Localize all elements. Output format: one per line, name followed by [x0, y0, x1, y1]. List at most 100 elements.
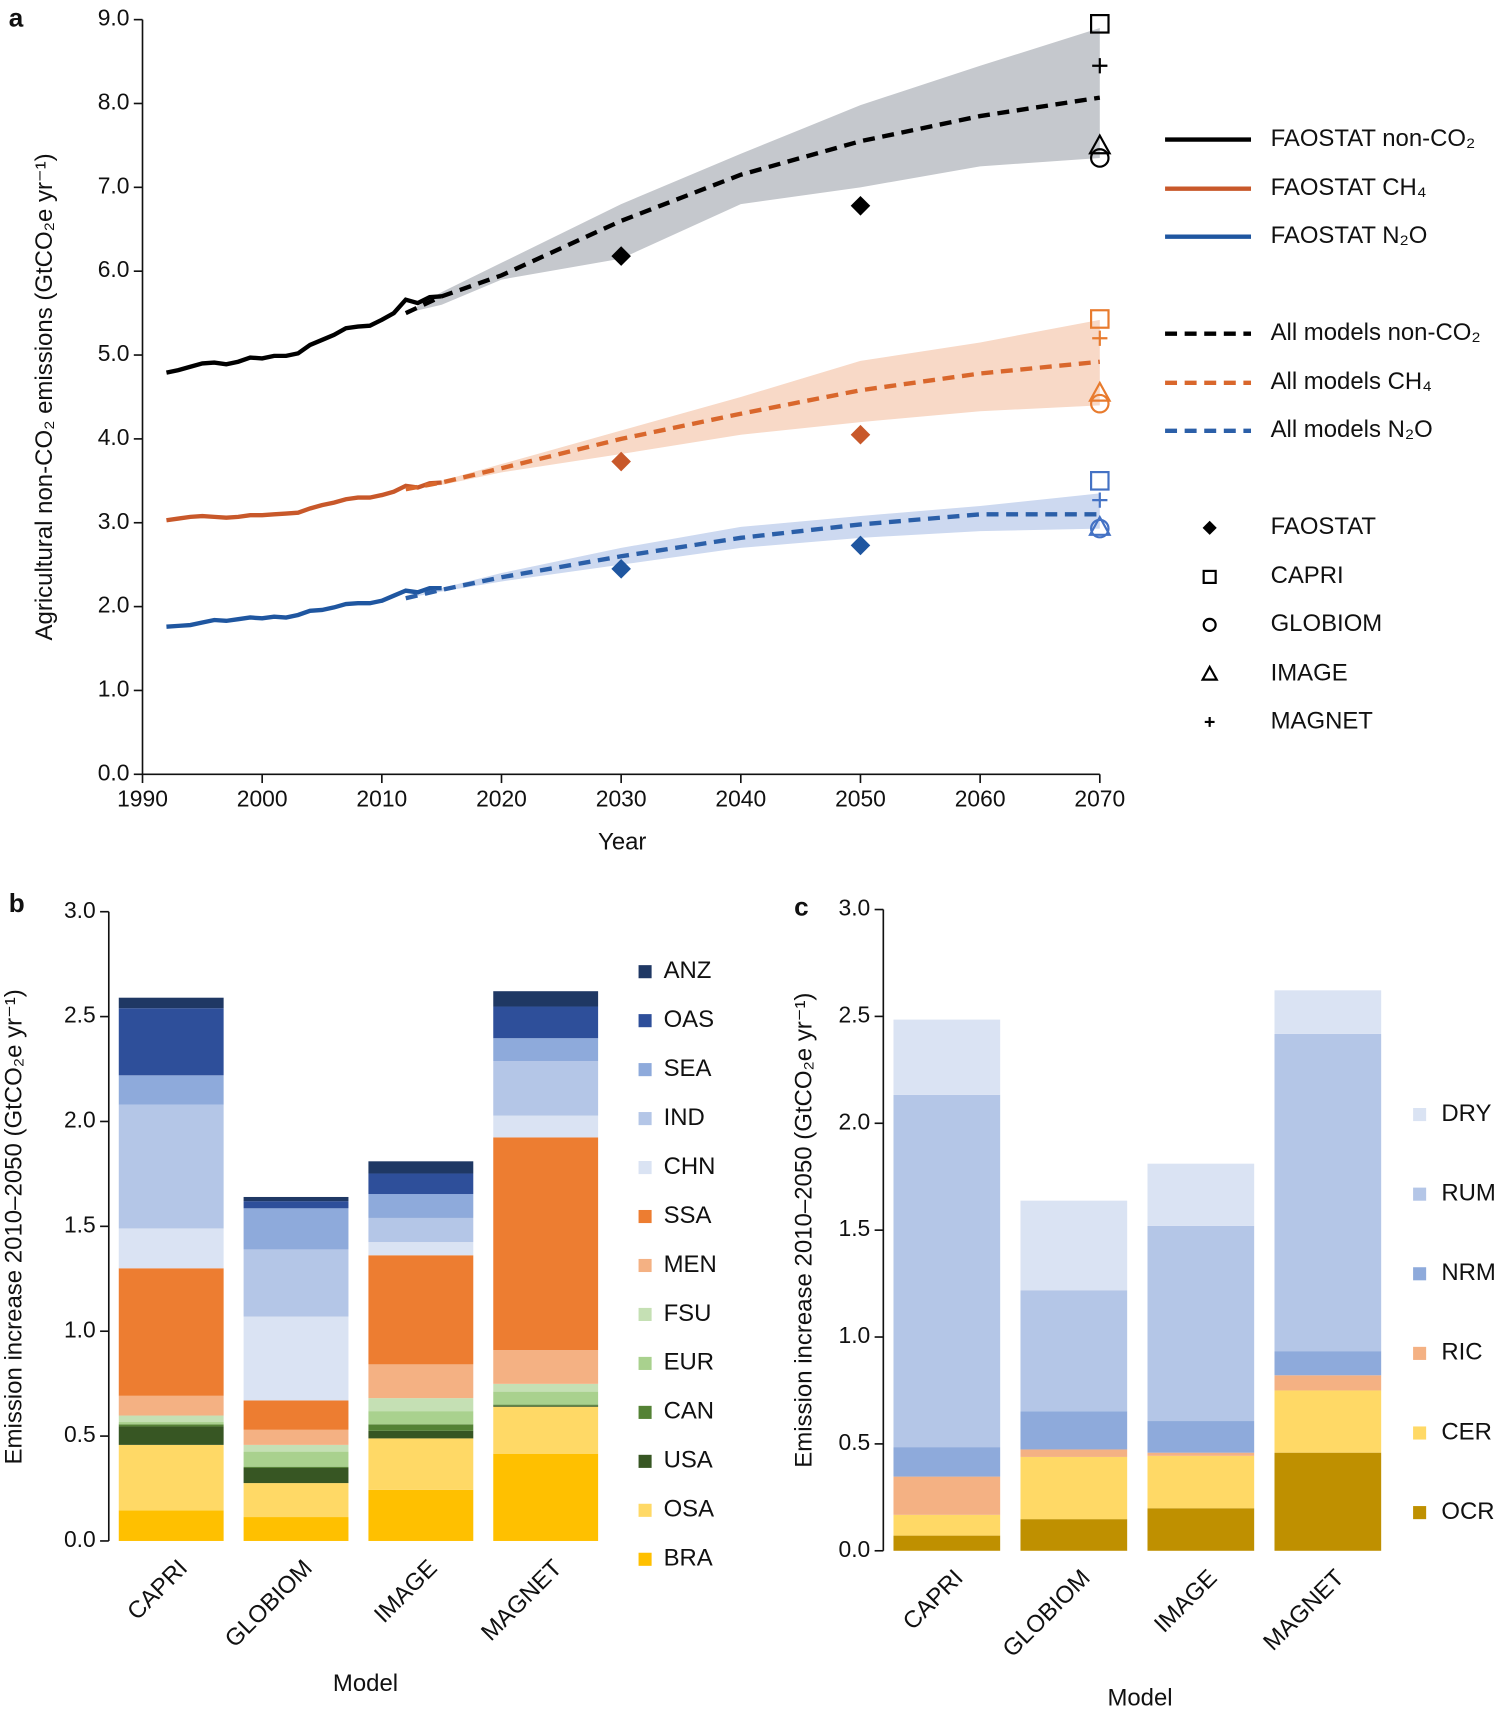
y-tick-label: 0.0 [64, 1526, 96, 1552]
bar-segment [1147, 1163, 1255, 1226]
diamond-marker [850, 195, 871, 216]
bar-segment [368, 1217, 474, 1243]
legend-swatch [638, 1112, 652, 1126]
square-marker [1090, 14, 1110, 34]
bar-segment [1020, 1519, 1128, 1551]
triangle-marker [1200, 664, 1219, 681]
bar-segment [118, 1444, 224, 1511]
bar-segment [893, 1535, 1001, 1551]
bar-segment [493, 1383, 599, 1392]
y-tick-label: 4.0 [98, 424, 130, 450]
legend-swatch [638, 1161, 652, 1175]
bar-segment [368, 1194, 474, 1218]
bar-segment [368, 1411, 474, 1425]
y-tick-label: 6.0 [98, 256, 130, 282]
series-line [405, 512, 1100, 601]
legend-label: All models non-CO₂ [1271, 319, 1481, 346]
legend-label: EUR [664, 1349, 715, 1376]
bar-segment [1020, 1456, 1128, 1520]
bar-segment [1147, 1455, 1255, 1509]
y-tick-label: 1.5 [64, 1211, 96, 1237]
square-marker [1202, 569, 1217, 584]
bar-segment [118, 997, 224, 1009]
triangle-marker [1088, 380, 1112, 402]
bar-segment [1274, 1375, 1382, 1391]
bar-segment [493, 1453, 599, 1541]
x-tick-label: IMAGE [1149, 1564, 1223, 1638]
y-tick-label: 2.0 [98, 592, 130, 618]
y-tick-label: 3.0 [98, 508, 130, 534]
legend-label: SSA [664, 1202, 712, 1229]
bar-segment [493, 1006, 599, 1039]
y-tick-label: 9.0 [98, 5, 130, 31]
legend-label: OAS [664, 1006, 715, 1033]
legend-label: CHN [664, 1153, 716, 1180]
x-tick-label: CAPRI [898, 1564, 969, 1635]
y-tick-label: 2.5 [839, 1001, 871, 1027]
x-axis-label: Model [1107, 1684, 1172, 1710]
bar-segment [368, 1489, 474, 1541]
legend-swatch [1413, 1506, 1427, 1520]
bar-segment [493, 1137, 599, 1351]
y-tick-label: 2.5 [64, 1002, 96, 1028]
bar-segment [1274, 990, 1382, 1034]
legend-swatch [638, 1307, 652, 1321]
bar-segment [243, 1400, 349, 1430]
y-axis-label: Emission increase 2010–2050 (GtCO₂e yr⁻¹… [790, 993, 817, 1468]
x-tick-label: 2030 [596, 786, 647, 812]
circle-marker [1090, 148, 1110, 168]
legend-label: IND [664, 1104, 705, 1131]
circle-marker [1202, 617, 1217, 632]
diamond-marker [611, 559, 631, 579]
series-line [405, 359, 1101, 492]
legend-label: CAN [664, 1398, 715, 1425]
bar-segment [1274, 1452, 1382, 1551]
x-tick-label: 2000 [237, 786, 288, 812]
panel-label: a [9, 3, 24, 33]
series-line [166, 585, 442, 629]
legend-swatch [638, 965, 652, 979]
diamond-marker [850, 424, 871, 445]
bar-segment [118, 1415, 224, 1423]
bar-segment [118, 1395, 224, 1416]
diamond-marker [611, 246, 631, 266]
x-tick-label: 1990 [117, 786, 168, 812]
x-tick-label: 2070 [1074, 786, 1125, 812]
y-tick-label: 7.0 [98, 172, 130, 198]
bar-segment [368, 1424, 474, 1431]
plus-marker [1092, 492, 1108, 508]
legend-label: SEA [664, 1055, 712, 1082]
bar-segment [118, 1104, 224, 1229]
range-band [405, 493, 1100, 599]
series-line [166, 480, 442, 523]
plus-marker [1204, 717, 1215, 727]
y-tick-label: 0.5 [64, 1421, 96, 1447]
circle-marker [1090, 393, 1110, 414]
legend-label: DRY [1441, 1100, 1491, 1127]
bar-segment [893, 1476, 1001, 1515]
bar-segment [118, 1424, 224, 1427]
bar-segment [368, 1430, 474, 1439]
y-axis-label: Agricultural non-CO₂ emissions (GtCO₂e y… [31, 153, 58, 640]
legend-label: OSA [664, 1496, 715, 1523]
bar-segment [493, 1391, 599, 1405]
x-tick-label: 2010 [356, 786, 407, 812]
legend-label: GLOBIOM [1271, 610, 1383, 637]
circle-marker [1090, 518, 1110, 539]
legend-label: FAOSTAT CH₄ [1271, 174, 1427, 201]
bar-segment [368, 1173, 474, 1195]
x-axis-label: Model [333, 1670, 398, 1697]
bar-segment [243, 1208, 349, 1250]
bar-segment [118, 1268, 224, 1396]
x-axis-label: Year [598, 828, 646, 855]
series-line [404, 95, 1101, 316]
bar-segment [1147, 1508, 1255, 1551]
bar-segment [243, 1316, 349, 1401]
bar-segment [243, 1201, 349, 1209]
y-tick-label: 1.0 [98, 675, 130, 701]
range-band [405, 319, 1100, 490]
legend-label: FSU [664, 1300, 712, 1327]
square-marker [1090, 309, 1110, 329]
x-tick-label: GLOBIOM [220, 1555, 318, 1653]
bar-segment [118, 1422, 224, 1425]
